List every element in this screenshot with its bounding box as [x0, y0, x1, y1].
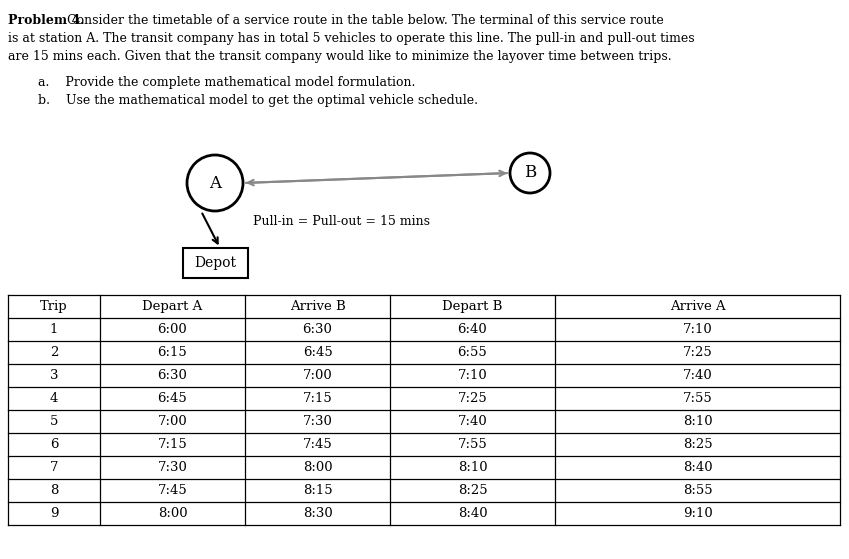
Text: 2: 2 [50, 346, 59, 359]
Text: 6:30: 6:30 [302, 323, 333, 336]
Text: 1: 1 [50, 323, 59, 336]
Text: Arrive B: Arrive B [290, 300, 346, 313]
Text: 8: 8 [50, 484, 59, 497]
Text: 6: 6 [50, 438, 59, 451]
Text: 6:55: 6:55 [458, 346, 487, 359]
Text: 8:00: 8:00 [158, 507, 188, 520]
Text: is at station A. The transit company has in total 5 vehicles to operate this lin: is at station A. The transit company has… [8, 32, 694, 45]
Text: 7:10: 7:10 [683, 323, 712, 336]
Text: 8:25: 8:25 [683, 438, 712, 451]
Text: 8:30: 8:30 [302, 507, 332, 520]
Text: 8:40: 8:40 [683, 461, 712, 474]
Text: 7:25: 7:25 [458, 392, 487, 405]
Text: b.    Use the mathematical model to get the optimal vehicle schedule.: b. Use the mathematical model to get the… [38, 94, 478, 107]
Text: B: B [524, 164, 536, 182]
Text: 8:25: 8:25 [458, 484, 487, 497]
Text: 9:10: 9:10 [683, 507, 712, 520]
Text: Depot: Depot [194, 256, 236, 270]
Text: 7:30: 7:30 [302, 415, 333, 428]
Text: Depart A: Depart A [143, 300, 203, 313]
Text: Consider the timetable of a service route in the table below. The terminal of th: Consider the timetable of a service rout… [67, 14, 664, 27]
Text: Problem 4.: Problem 4. [8, 14, 85, 27]
Text: are 15 mins each. Given that the transit company would like to minimize the layo: are 15 mins each. Given that the transit… [8, 50, 672, 63]
Text: 4: 4 [50, 392, 59, 405]
Text: 7:00: 7:00 [302, 369, 332, 382]
Text: 8:15: 8:15 [303, 484, 332, 497]
Text: 8:10: 8:10 [683, 415, 712, 428]
Text: 7:10: 7:10 [458, 369, 487, 382]
Text: 7:30: 7:30 [158, 461, 188, 474]
Text: 6:45: 6:45 [158, 392, 188, 405]
Text: 7:15: 7:15 [158, 438, 188, 451]
Text: Trip: Trip [40, 300, 68, 313]
Text: a.    Provide the complete mathematical model formulation.: a. Provide the complete mathematical mod… [38, 76, 415, 89]
Text: 8:10: 8:10 [458, 461, 487, 474]
Text: 7:40: 7:40 [683, 369, 712, 382]
Text: 9: 9 [50, 507, 59, 520]
Text: 8:40: 8:40 [458, 507, 487, 520]
Text: 7:40: 7:40 [458, 415, 487, 428]
Text: 6:40: 6:40 [458, 323, 487, 336]
Text: Depart B: Depart B [442, 300, 503, 313]
Text: 7:45: 7:45 [158, 484, 188, 497]
Text: Arrive A: Arrive A [670, 300, 725, 313]
Text: 6:00: 6:00 [158, 323, 188, 336]
Text: 5: 5 [50, 415, 59, 428]
Text: 7:45: 7:45 [302, 438, 332, 451]
Text: 8:00: 8:00 [303, 461, 332, 474]
Text: 7:25: 7:25 [683, 346, 712, 359]
Text: Pull-in = Pull-out = 15 mins: Pull-in = Pull-out = 15 mins [253, 215, 430, 228]
Text: 7:15: 7:15 [302, 392, 332, 405]
Text: 8:55: 8:55 [683, 484, 712, 497]
Text: 6:15: 6:15 [158, 346, 188, 359]
Text: 6:45: 6:45 [302, 346, 332, 359]
Text: 7: 7 [50, 461, 59, 474]
Text: 6:30: 6:30 [158, 369, 188, 382]
Text: 3: 3 [50, 369, 59, 382]
Text: A: A [209, 174, 221, 192]
Text: 7:00: 7:00 [158, 415, 188, 428]
Text: 7:55: 7:55 [458, 438, 487, 451]
Text: 7:55: 7:55 [683, 392, 712, 405]
